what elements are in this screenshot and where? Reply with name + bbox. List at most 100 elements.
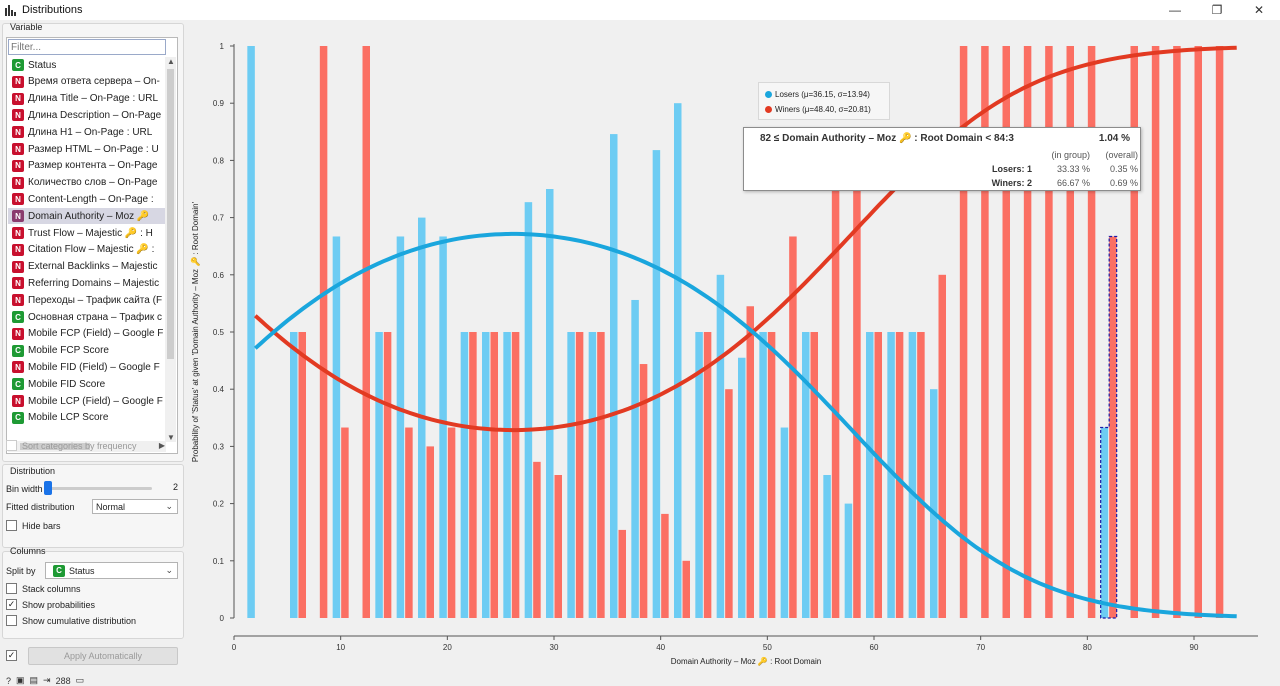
variable-item-label: Размер HTML – On-Page : U [28, 143, 159, 155]
help-icon[interactable]: ? [6, 675, 12, 686]
variable-item[interactable]: N Mobile LCP (Field) – Google F [8, 393, 166, 409]
distribution-chart[interactable]: 00.10.20.30.40.50.60.70.80.910 10 20 30 40 50… [186, 20, 1280, 684]
bar-winers [959, 46, 968, 618]
show-cumulative-row[interactable]: Show cumulative distribution [6, 615, 136, 626]
bar-winers [981, 46, 989, 618]
close-button[interactable]: ✕ [1253, 3, 1265, 17]
bar-winers [362, 46, 370, 618]
bar-losers [247, 46, 255, 618]
bar-losers [375, 332, 383, 618]
stack-columns-checkbox[interactable] [6, 583, 17, 594]
variable-item-label: Основная страна – Трафик с [28, 311, 162, 323]
apply-automatically-button[interactable]: Apply Automatically [28, 647, 178, 665]
numeric-icon: N [12, 143, 24, 155]
distribution-group-title: Distribution [10, 466, 56, 476]
categorical-icon: C [12, 344, 24, 357]
bar-winers [1151, 46, 1160, 618]
split-by-select[interactable]: C Status ⌄ [45, 562, 178, 579]
show-cumulative-checkbox[interactable] [6, 615, 17, 626]
filter-input[interactable] [8, 39, 166, 55]
hide-bars-row[interactable]: Hide bars [6, 520, 61, 531]
variable-item[interactable]: N Content-Length – On-Page : [8, 191, 166, 207]
scroll-up-icon[interactable]: ▲ [167, 57, 175, 66]
variable-item[interactable]: C Mobile LCP Score [8, 410, 166, 426]
vertical-scrollbar[interactable]: ▲ ▼ [165, 57, 176, 442]
variable-item[interactable]: N Время ответа сервера – On- [8, 74, 166, 90]
bar-winers [917, 332, 925, 618]
variable-item[interactable]: C Mobile FID Score [8, 376, 166, 392]
bar-winers [469, 332, 477, 618]
variable-item[interactable]: N Количество слов – On-Page [8, 175, 166, 191]
save-icon[interactable]: ▣ [16, 675, 25, 685]
bar-winers [938, 274, 946, 618]
variable-list[interactable]: C Status N Время ответа сервера – On- N Длина… [6, 37, 178, 454]
chart-icon [5, 5, 16, 16]
numeric-icon: N [12, 277, 24, 290]
fitted-distribution-select[interactable]: Normal ⌄ [92, 499, 178, 514]
variable-item[interactable]: N Mobile FCP (Field) – Google F [8, 326, 166, 342]
scroll-thumb[interactable] [167, 69, 174, 359]
stack-columns-row[interactable]: Stack columns [6, 583, 81, 594]
variable-item-label: Mobile LCP Score [28, 412, 109, 424]
show-probabilities-checkbox[interactable]: ✓ [6, 599, 17, 610]
variable-item-label: Status [28, 59, 57, 71]
variable-item[interactable]: C Основная страна – Трафик с [8, 309, 166, 325]
hscroll-thumb[interactable] [20, 443, 90, 450]
chart-legend: Losers (μ=36.15, σ=13.94) Winers (μ=48.4… [758, 82, 890, 120]
bar-losers [610, 134, 618, 618]
scroll-right-icon[interactable]: ▶ [158, 441, 165, 450]
variable-item[interactable]: N Длина Description – On-Page [8, 107, 166, 123]
variable-item-label: Mobile FID (Field) – Google F [28, 361, 160, 373]
y-tick-label: 0 [220, 614, 225, 623]
chevron-down-icon: ⌄ [165, 501, 173, 511]
report-icon[interactable]: ▤ [29, 675, 39, 685]
variable-item[interactable]: N Размер контента – On-Page [8, 158, 166, 174]
hide-bars-checkbox[interactable] [6, 520, 17, 531]
bar-winers [703, 332, 712, 618]
variable-item-label: Mobile FCP Score [28, 345, 109, 357]
sort-categories-checkbox[interactable] [6, 440, 17, 451]
x-tick-label: 90 [1190, 643, 1199, 652]
y-tick-label: 0.4 [213, 385, 225, 394]
x-tick-label: 70 [976, 643, 985, 652]
x-axis-title: Domain Authority – Moz 🔑 : Root Domain [671, 656, 821, 666]
variable-item[interactable]: C Mobile FCP Score [8, 343, 166, 359]
bar-losers [695, 332, 703, 618]
variable-item[interactable]: N Domain Authority – Moz 🔑 [8, 208, 166, 225]
bar-losers [482, 332, 490, 618]
scroll-down-icon[interactable]: ▼ [167, 433, 175, 442]
bar-winers [554, 475, 562, 618]
apply-auto-checkbox[interactable]: ✓ [6, 650, 17, 661]
minimize-button[interactable]: — [1169, 3, 1181, 17]
restore-button[interactable]: ❐ [1211, 3, 1223, 17]
bar-winers [618, 529, 626, 618]
variable-item[interactable]: C Status [8, 57, 166, 73]
tooltip-winers-in-group: 66.67 % [1056, 178, 1090, 188]
bar-losers [396, 236, 405, 618]
bin-width-value: 2 [173, 482, 179, 492]
bar-losers [332, 236, 341, 618]
numeric-icon: N [12, 227, 24, 239]
plot-area[interactable]: 0 0.1 0.2 0.3 0.4 0.5 0.6 0.7 0.8 0.9 1 0 10 20 30 40 50… [186, 20, 1280, 684]
variable-item[interactable]: N Размер HTML – On-Page : U [8, 141, 166, 157]
sort-categories-row[interactable]: Sort categories by frequency [6, 440, 137, 451]
fitted-curve-losers [253, 231, 1237, 619]
bar-winers [1109, 236, 1117, 618]
variable-item[interactable]: N Citation Flow – Majestic 🔑 : [8, 242, 166, 258]
variable-item[interactable]: N Длина Title – On-Page : URL [8, 91, 166, 107]
bin-width-slider-handle[interactable] [44, 481, 52, 495]
variable-item-label: Referring Domains – Majestic [28, 277, 160, 289]
bar-winers [447, 427, 456, 618]
show-probabilities-row[interactable]: ✓ Show probabilities [6, 599, 95, 610]
variable-item[interactable]: N Mobile FID (Field) – Google F [8, 359, 166, 375]
variable-item[interactable]: N Referring Domains – Majestic [8, 275, 166, 291]
variable-item[interactable]: N Переходы – Трафик сайта (F [8, 292, 166, 308]
y-axis-title: Probability of 'Status' at given 'Domain… [190, 201, 200, 462]
bin-width-slider[interactable] [46, 487, 152, 490]
bin-tooltip: 82 ≤ Domain Authority – Moz 🔑 : Root Dom… [743, 127, 1141, 191]
variable-item-label: Переходы – Трафик сайта (F [28, 294, 163, 306]
variable-item[interactable]: N Trust Flow – Majestic 🔑 : H [8, 225, 166, 241]
y-tick-label: 0.7 [213, 214, 225, 223]
variable-item[interactable]: N External Backlinks – Majestic [8, 259, 166, 275]
variable-item[interactable]: N Длина H1 – On-Page : URL [8, 124, 166, 140]
